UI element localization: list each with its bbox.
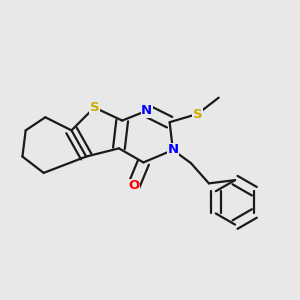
Text: O: O (128, 179, 139, 193)
Text: N: N (141, 104, 152, 117)
Text: S: S (90, 101, 99, 114)
Text: N: N (167, 143, 178, 157)
Text: S: S (193, 107, 202, 121)
